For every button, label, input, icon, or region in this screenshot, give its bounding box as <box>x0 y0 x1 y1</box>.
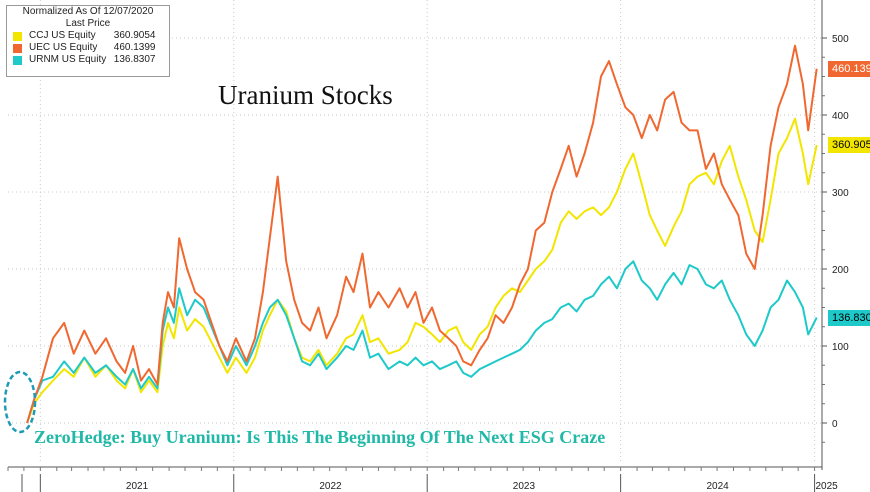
highlight-ellipse <box>3 370 37 434</box>
legend-swatch-uec <box>13 44 22 53</box>
legend-swatch-urnm <box>13 56 22 65</box>
xtick-label-2025: 2025 <box>815 481 838 492</box>
end-tag-ccj: 360.9054 <box>828 137 870 153</box>
ytick-label-200: 200 <box>832 265 849 276</box>
xtick-label-2023: 2023 <box>513 481 536 492</box>
series-line-urnm <box>26 260 818 424</box>
xtick-label-2022: 2022 <box>319 481 342 492</box>
ytick-label-400: 400 <box>832 111 849 122</box>
legend-item-uec: UEC US Equity 460.1399 <box>7 42 169 54</box>
legend-item-ccj: CCJ US Equity 360.9054 <box>7 30 169 42</box>
legend-value-urnm: 136.8307 <box>113 54 156 65</box>
axes: 0 100 200 300 400 500 2021 2022 2023 2024 2025 <box>7 0 849 492</box>
series-line-ccj <box>26 117 818 424</box>
legend-value-uec: 460.1399 <box>113 42 156 53</box>
ytick-label-100: 100 <box>832 342 849 353</box>
xtick-label-2021: 2021 <box>126 481 149 492</box>
source-caption: ZeroHedge: Buy Uranium: Is This The Begi… <box>34 427 606 447</box>
legend: Normalized As Of 12/07/2020 Last Price C… <box>6 5 170 77</box>
legend-subheader: Last Price <box>65 18 111 29</box>
series-lines <box>26 44 818 424</box>
legend-swatch-ccj <box>13 32 22 41</box>
ytick-label-500: 500 <box>832 34 849 45</box>
ytick-label-0: 0 <box>832 419 838 430</box>
xtick-label-2024: 2024 <box>706 481 729 492</box>
ytick-label-300: 300 <box>832 188 849 199</box>
legend-header: Normalized As Of 12/07/2020 <box>22 6 154 17</box>
end-tag-uec: 460.1399 <box>828 61 870 77</box>
series-line-uec <box>26 44 818 424</box>
legend-item-urnm: URNM US Equity 136.8307 <box>7 54 169 66</box>
legend-value-ccj: 360.9054 <box>113 30 156 41</box>
legend-label-ccj: CCJ US Equity <box>29 30 96 41</box>
chart-title: Uranium Stocks <box>218 80 393 110</box>
legend-label-uec: UEC US Equity <box>29 42 98 53</box>
end-tag-urnm: 136.8307 <box>828 310 870 326</box>
legend-label-urnm: URNM US Equity <box>29 54 107 65</box>
